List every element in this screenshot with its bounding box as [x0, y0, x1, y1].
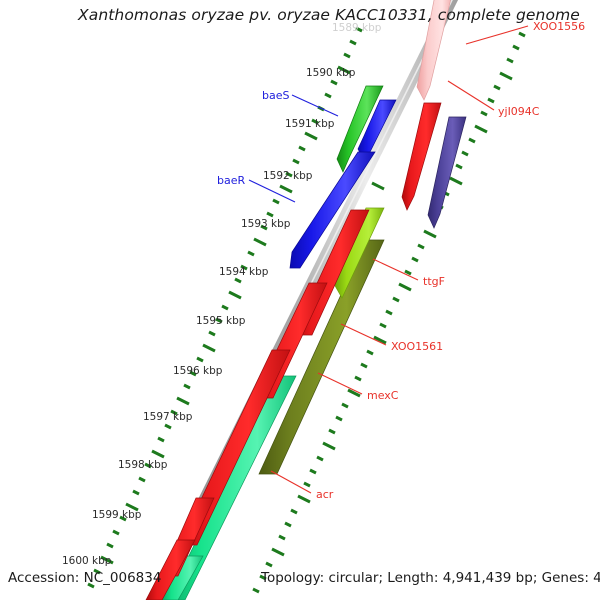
gene-feature-baeS[interactable] — [336, 85, 384, 173]
ruler-tick-label-1597: 1597 kbp — [143, 411, 193, 423]
gene-feature-XOO1556[interactable] — [416, 0, 453, 101]
gene-features-inner — [401, 0, 467, 229]
gene-label-ttgF[interactable]: ttgF — [423, 275, 445, 288]
gene-label-XOO1556[interactable]: XOO1556 — [533, 20, 586, 33]
ruler-tick-label-1595: 1595 kbp — [196, 315, 246, 327]
leader-baeS — [291, 94, 339, 117]
gene-label-mexC[interactable]: mexC — [367, 389, 399, 402]
gene-feature-yjI094C[interactable] — [427, 116, 467, 229]
ruler-tick-label-1599: 1599 kbp — [92, 509, 142, 521]
gene-label-XOO1561[interactable]: XOO1561 — [391, 340, 444, 353]
gene-label-baeS[interactable]: baeS — [262, 89, 290, 102]
ruler-tick-label-1590: 1590 kbp — [306, 67, 356, 79]
leader-acr — [270, 470, 312, 494]
ruler-tick-label-1591: 1591 kbp — [285, 118, 335, 130]
gene-label-leader-lines-reverse — [248, 94, 339, 203]
leader-XOO1561 — [340, 323, 387, 346]
ruler-tick-label-1593: 1593 kbp — [241, 218, 291, 230]
ruler-tick-label-1598: 1598 kbp — [118, 459, 168, 471]
genome-metadata-text: Topology: circular; Length: 4,941,439 bp… — [261, 570, 600, 586]
ruler-tick-label-1589: 1589 kbp — [332, 22, 382, 34]
gene-feature-inner-red-1[interactable] — [401, 102, 442, 211]
gene-label-acr[interactable]: acr — [316, 488, 334, 501]
gene-features-mid — [160, 207, 385, 600]
leader-ttgF — [372, 258, 419, 281]
ruler-tick-label-1592: 1592 kbp — [263, 170, 313, 182]
gene-features-outer — [145, 85, 397, 600]
status-bar: Accession: NC_006834 Topology: circular;… — [0, 566, 600, 600]
leader-baeR — [248, 179, 296, 203]
gene-label-baeR[interactable]: baeR — [217, 174, 246, 187]
leader-mexC — [317, 372, 363, 395]
gene-label-yjI094C[interactable]: yjI094C — [498, 105, 540, 118]
gene-label-leader-lines-forward — [270, 25, 529, 494]
ruler-tick-label-1594: 1594 kbp — [219, 266, 269, 278]
ruler-tick-label-1600: 1600 kbp — [62, 555, 112, 567]
leader-XOO1556 — [465, 25, 529, 45]
scale-tick-marks-outer — [87, 26, 385, 589]
gene-feature-baeR[interactable] — [289, 151, 376, 269]
leader-yjI094C — [447, 80, 495, 111]
page-title: Xanthomonas oryzae pv. oryzae KACC10331,… — [78, 6, 580, 24]
ruler-tick-label-1596: 1596 kbp — [173, 365, 223, 377]
gene-feature-red-frag-2[interactable] — [145, 539, 196, 600]
accession-text: Accession: NC_006834 — [8, 570, 162, 586]
